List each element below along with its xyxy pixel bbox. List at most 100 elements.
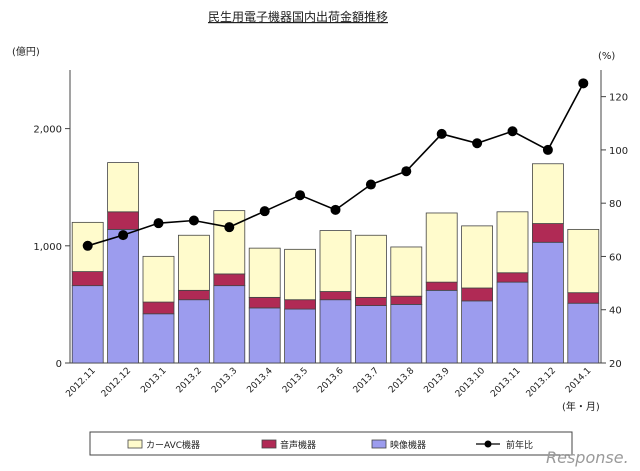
category-labels: 2012.11 2012.12 2013.1 2013.2 2013.3 2013.4 20… <box>64 366 593 400</box>
y-right-tick-label: 80 <box>609 199 622 210</box>
legend-label-audio: 音声機器 <box>280 439 316 451</box>
yoy-point <box>153 218 164 229</box>
bar-audio <box>71 271 104 287</box>
x-tick-label: 2013.9 <box>422 366 452 396</box>
bar-car-avc <box>284 248 317 301</box>
y-left-tick-label: 0 <box>56 359 62 370</box>
bar-video <box>142 313 175 364</box>
bar-audio <box>425 281 458 291</box>
bar-car-avc <box>354 234 387 298</box>
yoy-line <box>82 78 589 251</box>
legend-box <box>89 431 573 456</box>
x-tick-label: 2013.7 <box>352 366 381 395</box>
bar-car-avc <box>461 225 494 289</box>
bar-car-avc <box>107 162 139 213</box>
bar-audio <box>213 273 246 287</box>
y-axis-left-label: (億円) <box>12 45 40 58</box>
bar-audio <box>354 296 387 306</box>
bar-audio <box>284 299 317 310</box>
bar-audio <box>567 292 600 304</box>
bar-audio <box>248 296 281 309</box>
x-tick-label: 2013.8 <box>387 366 417 396</box>
y-right-tick-label: 20 <box>609 359 622 370</box>
y-left-tick-label: 2,000 <box>33 125 62 136</box>
bar-car-avc <box>425 212 458 283</box>
legend-swatch-video <box>371 439 387 449</box>
bar-video <box>248 307 281 364</box>
bar-audio <box>319 291 352 301</box>
x-tick-label: 2013.6 <box>316 366 346 396</box>
bar-car-avc <box>567 228 600 294</box>
yoy-point <box>401 166 412 177</box>
bar-car-avc <box>177 234 210 291</box>
bars <box>71 162 600 364</box>
y-left-tick-label: 1,000 <box>33 242 62 253</box>
bar-video <box>107 228 139 364</box>
x-tick-label: 2013.3 <box>210 366 239 395</box>
bar-video <box>461 300 494 364</box>
yoy-point <box>365 179 376 190</box>
bar-car-avc <box>319 230 352 292</box>
bar-car-avc <box>142 255 175 303</box>
bar-video <box>213 285 246 364</box>
bar-video <box>71 285 104 364</box>
legend-label-car-avc: カーAVC機器 <box>146 439 200 451</box>
x-tick-label: 2013.10 <box>454 366 488 400</box>
y-right-tick-label: 100 <box>609 146 628 157</box>
x-tick-label: 2013.11 <box>489 366 522 399</box>
bar-video <box>532 241 564 364</box>
x-tick-label: 2012.12 <box>100 366 133 399</box>
yoy-point <box>472 138 483 149</box>
x-tick-label: 2013.1 <box>139 366 168 395</box>
bar-audio <box>177 289 210 301</box>
legend-label-yoy: 前年比 <box>506 439 533 451</box>
bar-video <box>390 303 423 364</box>
bar-audio <box>461 287 494 302</box>
y-axis-right-ticks: 20 40 60 80 100 120 <box>601 93 628 370</box>
chart-title: 民生用電子機器国内出荷金額推移 <box>208 9 388 24</box>
yoy-point <box>330 204 341 215</box>
bar-video <box>567 302 600 364</box>
bar-video <box>177 299 210 364</box>
bar-audio <box>107 211 139 230</box>
yoy-point <box>188 215 199 226</box>
bar-audio <box>142 301 175 315</box>
yoy-point <box>224 222 235 233</box>
x-tick-label: 2013.4 <box>245 366 275 396</box>
y-right-tick-label: 40 <box>609 306 622 317</box>
yoy-point <box>295 190 306 201</box>
bar-audio <box>532 223 564 243</box>
legend-label-video: 映像機器 <box>390 439 426 451</box>
yoy-point <box>259 206 270 217</box>
x-tick-label: 2013.5 <box>281 366 310 395</box>
bar-car-avc <box>496 211 529 274</box>
bar-audio <box>390 295 423 305</box>
yoy-point <box>436 128 447 139</box>
bar-car-avc <box>213 210 246 275</box>
x-axis-label: (年・月) <box>562 400 600 413</box>
y-right-tick-label: 60 <box>609 252 622 263</box>
bar-video <box>425 289 458 364</box>
bar-audio <box>496 272 529 283</box>
bar-video <box>354 305 387 364</box>
legend-marker-yoy <box>484 440 492 448</box>
x-tick-label: 2013.12 <box>525 366 558 399</box>
bar-video <box>284 308 317 364</box>
x-tick-label: 2013.2 <box>175 366 204 395</box>
bar-car-avc <box>248 247 281 298</box>
yoy-point <box>82 240 93 251</box>
x-tick-label: 2012.11 <box>64 366 97 399</box>
bar-car-avc <box>390 246 423 297</box>
watermark-logo: Response. <box>546 448 629 467</box>
x-tick-label: 2014.1 <box>564 366 593 395</box>
legend-swatch-audio <box>261 439 277 449</box>
legend-swatch-car-avc <box>127 439 143 449</box>
bar-video <box>496 281 529 364</box>
y-axis-right-label: (%) <box>598 51 615 62</box>
bar-video <box>319 299 352 364</box>
y-axis-left-ticks: 0 1,000 2,000 <box>33 125 70 370</box>
yoy-point <box>542 144 553 155</box>
legend: カーAVC機器 音声機器 映像機器 前年比 <box>89 431 573 456</box>
yoy-point <box>578 78 589 89</box>
